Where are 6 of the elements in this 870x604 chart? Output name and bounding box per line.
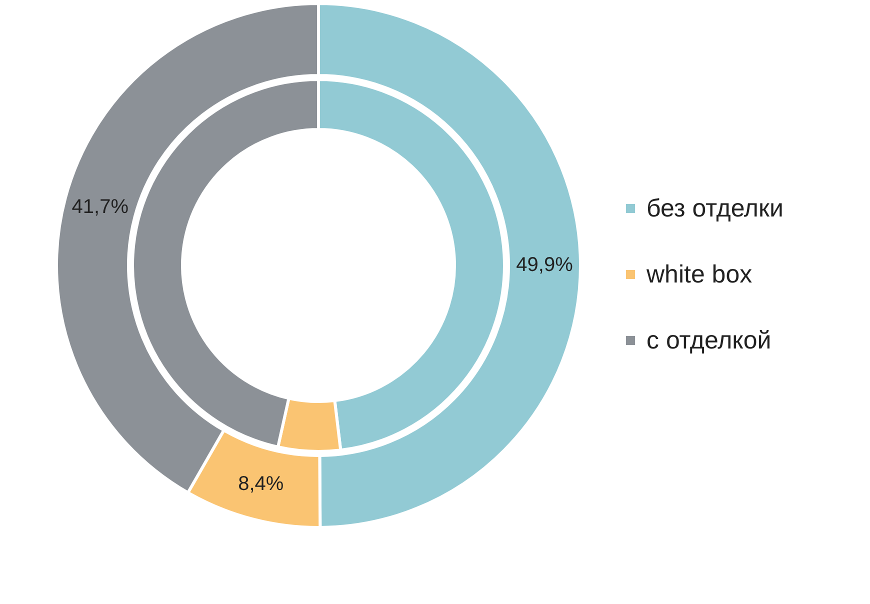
legend-label: white box	[646, 260, 753, 288]
data-label: 41,7%	[72, 196, 129, 218]
legend-label: с отделкой	[646, 326, 772, 354]
legend-label: без отделки	[646, 194, 784, 222]
data-label: 8,4%	[238, 473, 284, 496]
data-label: 49,9%	[516, 254, 574, 276]
